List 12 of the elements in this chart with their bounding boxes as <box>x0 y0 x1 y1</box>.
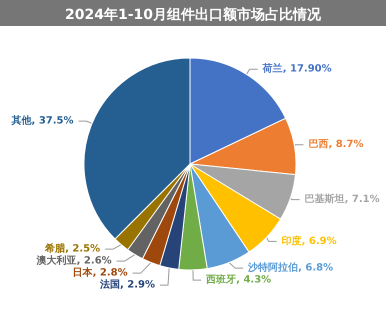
slice-label: 其他, 37.5% <box>10 114 74 127</box>
slice-label: 希腊, 2.5% <box>44 242 100 255</box>
slice-label: 澳大利亚, 2.6% <box>36 254 112 267</box>
slice-label: 法国, 2.9% <box>98 278 155 291</box>
slice-label: 印度, 6.9% <box>282 234 337 247</box>
slice-label: 荷兰, 17.90% <box>262 62 332 75</box>
slice-label: 日本, 2.8% <box>72 266 128 279</box>
chart-title: 2024年1-10月组件出口额市场占比情况 <box>65 6 322 23</box>
slice-label: 沙特阿拉伯, 6.8% <box>247 262 334 274</box>
slice-label: 西班牙, 4.3% <box>205 274 272 286</box>
slice-label: 巴西, 8.7% <box>308 139 364 150</box>
slice-label: 巴基斯坦, 7.1% <box>304 193 380 206</box>
